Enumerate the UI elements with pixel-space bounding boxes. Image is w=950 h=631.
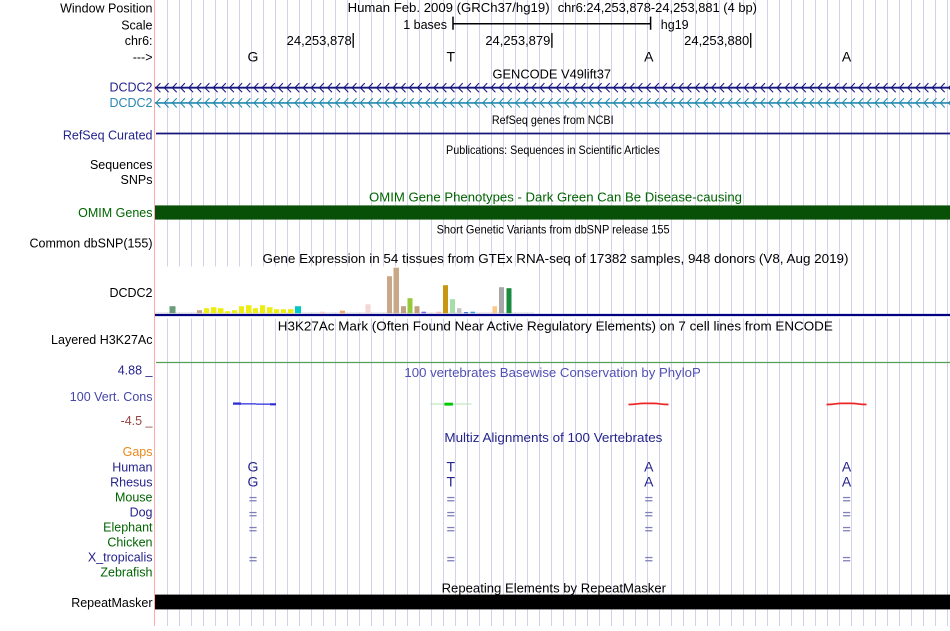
svg-text:GENCODE V49lift37: GENCODE V49lift37 — [493, 67, 612, 82]
svg-text:RefSeq genes from NCBI: RefSeq genes from NCBI — [492, 113, 614, 127]
svg-text:Repeating Elements by RepeatMa: Repeating Elements by RepeatMasker — [442, 581, 667, 596]
svg-text:Mouse: Mouse — [115, 491, 153, 505]
svg-text:chr6:24,253,878-24,253,881 (4: chr6:24,253,878-24,253,881 (4 bp) — [558, 0, 757, 15]
svg-text:Elephant: Elephant — [103, 521, 153, 535]
svg-text:A: A — [842, 459, 852, 475]
svg-text:G: G — [248, 459, 259, 475]
svg-text:RepeatMasker: RepeatMasker — [71, 596, 152, 610]
svg-text:Sequences: Sequences — [90, 158, 153, 172]
svg-text:OMIM Gene Phenotypes - Dark Gr: OMIM Gene Phenotypes - Dark Green Can Be… — [369, 189, 742, 204]
svg-text:Dog: Dog — [130, 506, 153, 520]
svg-text:24,253,878: 24,253,878 — [287, 33, 352, 48]
svg-text:OMIM Genes: OMIM Genes — [78, 206, 152, 220]
svg-text:-4.5 _: -4.5 _ — [121, 414, 154, 428]
svg-text:hg19: hg19 — [661, 18, 689, 32]
svg-text:1 bases: 1 bases — [403, 18, 447, 32]
svg-text:RefSeq Curated: RefSeq Curated — [63, 128, 153, 142]
svg-text:T: T — [447, 474, 456, 490]
svg-text:Human Feb. 2009 (GRCh37/hg19): Human Feb. 2009 (GRCh37/hg19) — [348, 0, 550, 15]
svg-text:G: G — [248, 474, 259, 490]
svg-text:Gene Expression in 54 tissues: Gene Expression in 54 tissues from GTEx … — [263, 251, 849, 266]
svg-text:DCDC2: DCDC2 — [109, 286, 152, 300]
svg-text:4.88 _: 4.88 _ — [118, 364, 154, 378]
svg-text:A: A — [644, 459, 654, 475]
svg-text:DCDC2: DCDC2 — [109, 80, 152, 94]
svg-text:Window Position: Window Position — [60, 2, 152, 16]
svg-text:T: T — [447, 48, 456, 64]
svg-text:H3K27Ac Mark (Often Found Near: H3K27Ac Mark (Often Found Near Active Re… — [278, 319, 833, 334]
svg-text:Common dbSNP(155): Common dbSNP(155) — [30, 236, 153, 250]
svg-text:Zebrafish: Zebrafish — [100, 566, 152, 580]
svg-text:Publications: Sequences in Sci: Publications: Sequences in Scientific Ar… — [446, 143, 660, 157]
svg-text:DCDC2: DCDC2 — [109, 96, 152, 110]
svg-text:T: T — [447, 459, 456, 475]
svg-text:A: A — [842, 48, 852, 64]
svg-text:A: A — [644, 474, 654, 490]
svg-text:Scale: Scale — [121, 19, 152, 33]
svg-text:Gaps: Gaps — [123, 445, 153, 459]
svg-text:100 Vert. Cons: 100 Vert. Cons — [70, 390, 153, 404]
svg-text:Short Genetic Variants from db: Short Genetic Variants from dbSNP releas… — [437, 222, 670, 236]
svg-text:Rhesus: Rhesus — [110, 476, 152, 490]
svg-text:chr6:: chr6: — [125, 34, 153, 48]
svg-text:X_tropicalis: X_tropicalis — [88, 551, 153, 565]
svg-text:Chicken: Chicken — [107, 536, 152, 550]
svg-text:--->: ---> — [133, 50, 153, 64]
svg-text:Layered H3K27Ac: Layered H3K27Ac — [51, 333, 152, 347]
svg-text:24,253,879: 24,253,879 — [485, 33, 550, 48]
svg-text:G: G — [248, 48, 259, 64]
svg-text:A: A — [842, 474, 852, 490]
svg-text:SNPs: SNPs — [121, 173, 153, 187]
svg-text:100 vertebrates Basewise Conse: 100 vertebrates Basewise Conservation by… — [404, 365, 700, 380]
svg-text:A: A — [644, 48, 654, 64]
svg-text:24,253,880: 24,253,880 — [684, 33, 749, 48]
svg-text:Multiz Alignments of 100 Verte: Multiz Alignments of 100 Vertebrates — [444, 430, 663, 445]
svg-text:Human: Human — [112, 461, 152, 475]
